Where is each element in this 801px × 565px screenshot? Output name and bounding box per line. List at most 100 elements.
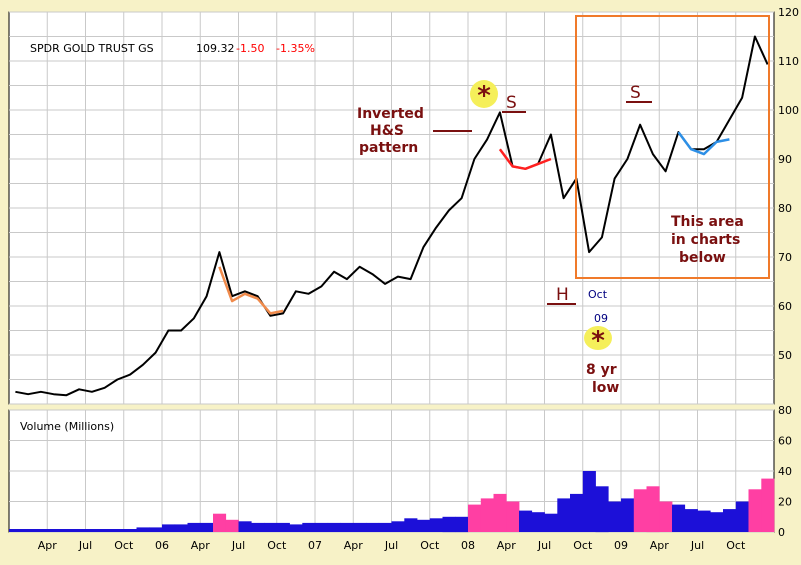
price-series-line-2 bbox=[498, 148, 552, 171]
yr09-label: 09 bbox=[594, 312, 608, 325]
volume-bar bbox=[684, 509, 698, 532]
volume-bar bbox=[21, 529, 35, 532]
volume-y-tick-label: 0 bbox=[778, 526, 785, 539]
volume-bar bbox=[47, 529, 61, 532]
price-series-line-3 bbox=[677, 131, 730, 156]
volume-bar bbox=[34, 529, 48, 532]
right-shoulder-label: S bbox=[630, 83, 641, 103]
volume-bar bbox=[149, 527, 163, 532]
x-tick-label: Oct bbox=[267, 539, 287, 552]
price-change: -1.50 bbox=[236, 42, 264, 55]
volume-bar bbox=[251, 522, 265, 532]
x-tick-label: Apr bbox=[650, 539, 670, 552]
volume-bar bbox=[404, 518, 418, 532]
volume-bar bbox=[302, 522, 316, 532]
volume-bar bbox=[659, 501, 673, 532]
x-tick-labels: Apr Jul Oct 06 Apr Jul Oct 07 Apr Jul Oct 08 Apr Jul O… bbox=[38, 539, 746, 552]
volume-bar bbox=[621, 498, 635, 532]
x-tick-label: Apr bbox=[191, 539, 211, 552]
volume-bar bbox=[391, 521, 405, 532]
last-price: 109.32 bbox=[196, 42, 235, 55]
price-y-tick-label: 90 bbox=[778, 153, 792, 166]
x-tick-label: Apr bbox=[344, 539, 364, 552]
volume-panel: 0 20 40 60 80 Volume (Millions) bbox=[8, 404, 792, 539]
volume-bar bbox=[506, 501, 520, 532]
volume-bar bbox=[98, 529, 112, 532]
price-series-line-0 bbox=[15, 35, 769, 397]
volume-y-tick-label: 20 bbox=[778, 496, 792, 509]
volume-bar bbox=[468, 504, 482, 532]
volume-title: Volume (Millions) bbox=[20, 420, 114, 433]
focus-area-box bbox=[575, 15, 770, 279]
volume-bar bbox=[748, 489, 762, 532]
price-y-tick-label: 110 bbox=[778, 55, 799, 68]
oct-label: Oct bbox=[588, 288, 608, 301]
price-y-tick-label: 100 bbox=[778, 104, 799, 117]
volume-bar bbox=[85, 529, 99, 532]
volume-bars bbox=[9, 471, 775, 533]
volume-bar bbox=[366, 522, 380, 532]
volume-bar bbox=[710, 512, 724, 532]
volume-y-tick-labels: 0 20 40 60 80 bbox=[778, 404, 792, 539]
price-y-tick-labels: 50 60 70 80 90 100 110 120 bbox=[778, 6, 799, 362]
volume-bar bbox=[174, 524, 188, 532]
price-y-tick-label: 60 bbox=[778, 300, 792, 313]
volume-bar bbox=[595, 486, 609, 533]
price-y-tick-label: 80 bbox=[778, 202, 792, 215]
volume-y-tick-label: 40 bbox=[778, 465, 792, 478]
x-tick-label: 08 bbox=[461, 539, 475, 552]
x-tick-label: Oct bbox=[114, 539, 134, 552]
price-change-pct: -1.35% bbox=[276, 42, 315, 55]
x-tick-label: Apr bbox=[497, 539, 517, 552]
volume-bar bbox=[162, 524, 176, 532]
volume-bar bbox=[340, 522, 354, 532]
x-tick-label: Oct bbox=[420, 539, 440, 552]
volume-bar bbox=[276, 522, 290, 532]
volume-bar bbox=[672, 504, 686, 532]
volume-bar bbox=[633, 489, 647, 532]
low-star-highlight bbox=[584, 326, 612, 350]
inverted-hs-label: Inverted H&S pattern bbox=[357, 106, 424, 156]
volume-bar bbox=[238, 521, 252, 532]
price-grid bbox=[9, 11, 774, 405]
price-y-tick-label: 50 bbox=[778, 349, 792, 362]
volume-bar bbox=[646, 486, 660, 533]
volume-bar bbox=[225, 519, 239, 532]
volume-bar bbox=[723, 509, 737, 532]
area-note-line-1: This area bbox=[671, 214, 744, 230]
volume-bar bbox=[480, 498, 494, 532]
left-shoulder-label: S bbox=[506, 93, 517, 113]
area-note-line-3: below bbox=[679, 250, 726, 266]
x-tick-label: Jul bbox=[690, 539, 704, 552]
volume-bar bbox=[455, 516, 469, 533]
low-label-line-1: 8 yr bbox=[586, 362, 617, 378]
x-tick-label: Oct bbox=[726, 539, 746, 552]
price-panel: 50 60 70 80 90 100 110 120 SPDR GOLD TRUST GS 1… bbox=[8, 6, 799, 405]
top-star: * bbox=[477, 81, 491, 111]
volume-bar bbox=[519, 510, 533, 532]
volume-bar bbox=[72, 529, 86, 532]
volume-bar bbox=[429, 518, 443, 532]
volume-y-tick-label: 60 bbox=[778, 435, 792, 448]
low-star: * bbox=[591, 326, 605, 356]
inverted-hs-line-1: Inverted bbox=[357, 106, 424, 122]
volume-bar bbox=[378, 522, 392, 532]
x-tick-label: Apr bbox=[38, 539, 58, 552]
volume-bar bbox=[353, 522, 367, 532]
volume-bar bbox=[264, 522, 278, 532]
volume-bar bbox=[570, 493, 584, 532]
volume-y-tick-label: 80 bbox=[778, 404, 792, 417]
price-series bbox=[15, 35, 769, 397]
x-tick-label: 09 bbox=[614, 539, 628, 552]
volume-bar bbox=[582, 471, 596, 532]
low-label-line-2: low bbox=[592, 380, 619, 396]
price-y-tick-label: 120 bbox=[778, 6, 799, 19]
x-tick-label: 07 bbox=[308, 539, 322, 552]
price-series-line-1 bbox=[218, 266, 284, 315]
inverted-hs-line-2: H&S bbox=[370, 123, 404, 139]
volume-bar bbox=[557, 498, 571, 532]
x-tick-label: Jul bbox=[231, 539, 245, 552]
inverted-hs-line-3: pattern bbox=[359, 140, 418, 156]
